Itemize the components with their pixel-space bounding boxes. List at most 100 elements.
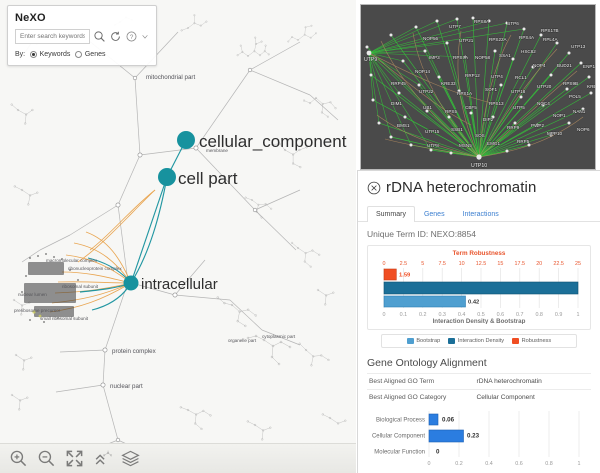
svg-text:KRE33: KRE33 <box>441 81 456 86</box>
svg-text:RPS17B: RPS17B <box>541 28 559 33</box>
table-row: Best Aligned GO Category Cellular Compon… <box>367 389 591 406</box>
legend-swatch-bootstrap <box>406 338 414 344</box>
svg-text:PWP2: PWP2 <box>531 123 544 128</box>
refresh-icon[interactable] <box>109 30 122 43</box>
highlighted-node-intracellular[interactable]: intracellular <box>123 275 218 294</box>
network-nodes[interactable] <box>365 16 593 160</box>
svg-text:cytoplasmic part: cytoplasmic part <box>262 334 296 339</box>
svg-text:RPS13: RPS13 <box>489 101 504 106</box>
svg-text:RPS8A: RPS8A <box>474 19 490 24</box>
svg-text:SSA1: SSA1 <box>499 53 511 58</box>
highlighted-node-cellular-component[interactable]: cellular_component <box>177 131 347 151</box>
search-panel[interactable]: NeXO ? By: <box>7 5 157 66</box>
detail-tabs[interactable]: Summary Genes Interactions <box>358 199 600 222</box>
table-row: Best Aligned GO Term rDNA heterochromati… <box>367 373 591 390</box>
svg-text:0.4: 0.4 <box>458 312 466 318</box>
collapse-tree-icon[interactable] <box>93 449 112 468</box>
svg-text:RRP45: RRP45 <box>391 81 406 86</box>
chart-xlabel: Interaction Density & Bootstrap <box>433 318 526 324</box>
layers-icon[interactable] <box>121 449 140 468</box>
legend-item-bootstrap: Bootstrap <box>406 338 440 344</box>
svg-text:0.6: 0.6 <box>497 312 505 318</box>
tree-toolbar[interactable] <box>0 443 356 473</box>
svg-text:UTP8: UTP8 <box>427 143 439 148</box>
tab-summary[interactable]: Summary <box>367 206 415 222</box>
term-detail-panel[interactable]: rDNA heterochromatin Summary Genes Inter… <box>357 170 600 473</box>
svg-text:UTP6: UTP6 <box>507 21 519 26</box>
svg-text:0.1: 0.1 <box>400 312 408 318</box>
svg-text:RRP9: RRP9 <box>507 125 520 130</box>
help-icon[interactable]: ? <box>125 30 138 43</box>
svg-text:12.5: 12.5 <box>476 261 487 267</box>
svg-text:0.8: 0.8 <box>535 312 543 318</box>
detail-body: Unique Term ID: NEXO:8854 Term Robustnes… <box>358 222 600 473</box>
legend-swatch-robustness <box>512 338 520 344</box>
close-icon[interactable] <box>367 181 381 195</box>
go-alignment-table: Best Aligned GO Term rDNA heterochromati… <box>367 373 591 405</box>
chart-legend: Bootstrap Interaction Density Robustness <box>381 334 577 348</box>
svg-text:SOS: SOS <box>475 133 485 138</box>
svg-text:UTP5: UTP5 <box>513 105 525 110</box>
svg-text:DIP2: DIP2 <box>483 117 494 122</box>
legend-label-interaction-density: Interaction Density <box>457 338 505 344</box>
svg-text:20: 20 <box>536 261 542 267</box>
svg-text:0.6: 0.6 <box>515 461 523 467</box>
dense-node-cluster[interactable] <box>21 253 79 323</box>
svg-text:0.5: 0.5 <box>477 312 485 318</box>
detail-header: rDNA heterochromatin <box>358 171 600 199</box>
svg-text:UTP9: UTP9 <box>364 57 377 63</box>
legend-item-robustness: Robustness <box>512 338 551 344</box>
svg-text:UTP7: UTP7 <box>449 24 461 29</box>
radio-genes-dot[interactable] <box>75 51 83 58</box>
tab-interactions[interactable]: Interactions <box>462 211 499 218</box>
svg-text:MSN5: MSN5 <box>459 143 472 148</box>
radio-keywords[interactable]: Keywords <box>30 51 70 58</box>
svg-text:NOP58: NOP58 <box>475 55 491 60</box>
robustness-chart-card: Term Robustness 0 2.5 5 7.5 10 12.5 15 1… <box>367 245 591 330</box>
svg-text:UTP22: UTP22 <box>419 89 434 94</box>
svg-text:RPS7A: RPS7A <box>453 55 469 60</box>
go-bar-biological-process <box>428 413 439 426</box>
radio-genes-label: Genes <box>84 51 106 58</box>
network-edges-green <box>366 17 592 158</box>
svg-text:UTP13: UTP13 <box>571 44 586 49</box>
robustness-bootstrap-chart: Term Robustness 0 2.5 5 7.5 10 12.5 15 1… <box>383 250 582 325</box>
svg-text:SOF1: SOF1 <box>485 87 497 92</box>
zoom-in-icon[interactable] <box>9 449 28 468</box>
legend-item-interaction-density: Interaction Density <box>448 338 504 344</box>
radio-keywords-label: Keywords <box>39 51 71 58</box>
svg-text:NOP14: NOP14 <box>415 69 431 74</box>
svg-text:1: 1 <box>578 461 581 467</box>
radio-genes[interactable]: Genes <box>75 51 105 58</box>
radio-keywords-dot[interactable] <box>30 51 38 58</box>
tab-genes[interactable]: Genes <box>423 211 445 218</box>
fit-screen-icon[interactable] <box>65 449 84 468</box>
svg-text:ENP1: ENP1 <box>583 64 595 69</box>
go-term-key: Best Aligned GO Term <box>369 378 435 385</box>
svg-text:RRP5: RRP5 <box>517 139 530 144</box>
go-cat-label-cc: Cellular Component <box>372 434 425 440</box>
svg-text:intracellular: intracellular <box>141 276 218 293</box>
go-cat-label-mf: Molecular Function <box>374 450 425 456</box>
tree-nodes <box>100 67 258 443</box>
svg-text:0.7: 0.7 <box>516 312 524 318</box>
zoom-out-icon[interactable] <box>37 449 56 468</box>
svg-text:RPS1A: RPS1A <box>457 91 473 96</box>
gene-interaction-network-panel[interactable]: UTP9 UTP10 RPS8A UTP6 RPS17B UTP7 NOP56 … <box>360 4 596 170</box>
svg-text:0.9: 0.9 <box>555 312 563 318</box>
gene-network-canvas[interactable]: UTP9 UTP10 RPS8A UTP6 RPS17B UTP7 NOP56 … <box>361 5 596 170</box>
top-axis-ticks: 0 2.5 5 7.5 10 12.5 15 17.5 20 22.5 25 <box>383 261 582 267</box>
search-icon[interactable] <box>93 30 106 43</box>
svg-text:ribosomal subunit: ribosomal subunit <box>62 284 99 289</box>
highlighted-node-cell-part[interactable]: cell part <box>158 168 238 188</box>
svg-text:nuclear part: nuclear part <box>110 383 143 390</box>
legend-swatch-interaction-density <box>448 338 456 344</box>
svg-text:SSB1: SSB1 <box>451 127 463 132</box>
chevron-down-icon[interactable] <box>141 30 149 43</box>
search-input[interactable] <box>15 29 90 44</box>
hierarchy-tree-canvas[interactable]: mitochondrial part membrane protein comp… <box>0 0 356 473</box>
svg-text:22.5: 22.5 <box>553 261 564 267</box>
svg-text:UTP18: UTP18 <box>511 89 526 94</box>
hierarchy-tree-panel[interactable]: mitochondrial part membrane protein comp… <box>0 0 356 473</box>
